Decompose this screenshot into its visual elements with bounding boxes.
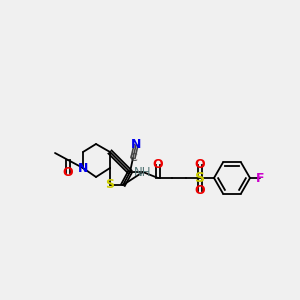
Text: NH: NH: [134, 166, 152, 178]
Text: O: O: [195, 184, 205, 197]
Text: O: O: [195, 158, 205, 172]
Text: N: N: [131, 139, 141, 152]
Text: O: O: [153, 158, 163, 172]
Text: S: S: [106, 178, 115, 191]
Text: N: N: [78, 161, 88, 175]
Text: O: O: [63, 167, 73, 179]
Text: F: F: [256, 172, 264, 184]
Text: C: C: [129, 153, 137, 163]
Text: S: S: [195, 171, 205, 185]
